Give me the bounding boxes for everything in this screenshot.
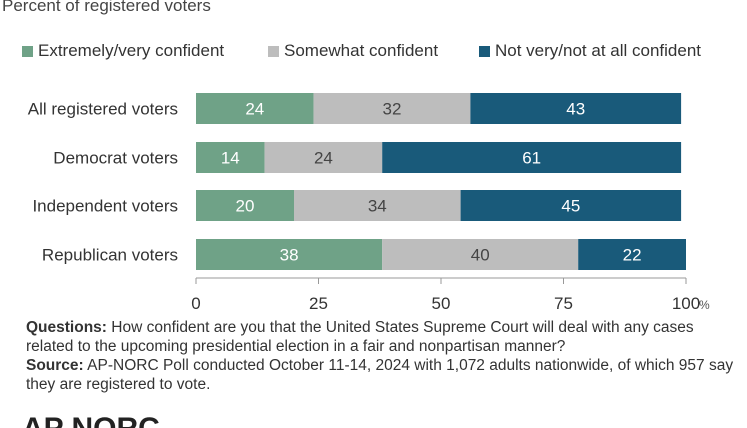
legend-swatch-somewhat (268, 45, 279, 57)
source-label: Source: (26, 357, 84, 374)
x-tick-label: 100 (672, 294, 700, 313)
bar-segment-somewhat (382, 239, 579, 270)
x-tick-label: 50 (432, 294, 451, 313)
category-label: Independent voters (32, 197, 178, 216)
questions-text: How confident are you that the United St… (26, 319, 694, 355)
data-label-somewhat: 40 (471, 246, 490, 265)
category-label: All registered voters (28, 100, 178, 119)
bar-segment-notvery (470, 93, 682, 124)
category-label: Republican voters (42, 246, 178, 265)
legend-label-somewhat: Somewhat confident (284, 41, 439, 60)
x-tick-label: 25 (309, 294, 328, 313)
data-label-extremely: 14 (221, 149, 240, 168)
x-axis-unit: % (699, 298, 710, 312)
legend: Extremely/very confident Somewhat confid… (0, 41, 747, 65)
bar-segment-somewhat (313, 93, 471, 124)
bar-segment-somewhat (264, 142, 383, 173)
bar-segment-notvery (382, 142, 682, 173)
data-label-notvery: 22 (623, 246, 642, 265)
bar-segment-notvery (578, 239, 686, 270)
legend-item-extremely: Extremely/very confident (22, 41, 224, 61)
category-label: Democrat voters (53, 149, 178, 168)
bar-segment-notvery (460, 190, 682, 221)
legend-swatch-notvery (479, 45, 490, 57)
source-text: AP-NORC Poll conducted October 11-14, 20… (26, 357, 734, 393)
chart-notes: Questions: How confident are you that th… (26, 318, 741, 394)
data-label-extremely: 38 (280, 246, 299, 265)
bar-segment-extremely (196, 190, 294, 221)
data-label-somewhat: 24 (314, 149, 333, 168)
stacked-bar-chart: All registered voters 24 32 43 Democrat vote… (28, 93, 710, 313)
data-label-somewhat: 32 (383, 100, 402, 119)
logo-text: AP NORC (22, 414, 160, 428)
ap-norc-logo: AP NORC (22, 414, 160, 428)
bar-segment-extremely (196, 239, 383, 270)
legend-swatch-extremely (22, 45, 33, 57)
data-label-notvery: 43 (566, 100, 585, 119)
data-label-somewhat: 34 (368, 197, 387, 216)
legend-label-notvery: Not very/not at all confident (495, 41, 702, 60)
bar-segment-extremely (196, 142, 265, 173)
legend-item-notvery: Not very/not at all confident (479, 41, 701, 61)
questions-label: Questions: (26, 319, 107, 336)
legend-label-extremely: Extremely/very confident (38, 41, 225, 60)
questions-note: Questions: How confident are you that th… (26, 318, 741, 356)
bar-segment-somewhat (294, 190, 461, 221)
data-label-notvery: 45 (561, 197, 580, 216)
data-label-extremely: 24 (245, 100, 264, 119)
legend-item-somewhat: Somewhat confident (268, 41, 438, 61)
x-tick-label: 75 (554, 294, 573, 313)
source-note: Source: AP-NORC Poll conducted October 1… (26, 356, 741, 394)
x-tick-label: 0 (191, 294, 200, 313)
data-label-extremely: 20 (236, 197, 255, 216)
bar-segment-extremely (196, 93, 314, 124)
data-label-notvery: 61 (522, 149, 541, 168)
chart-subtitle: Percent of registered voters (2, 0, 211, 15)
